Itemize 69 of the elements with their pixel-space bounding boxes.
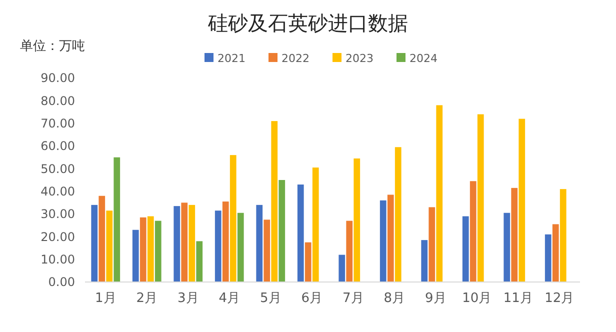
bar	[188, 204, 196, 282]
y-tick-label: 60.00	[40, 139, 75, 154]
bar	[106, 210, 113, 282]
legend-label: 2021	[218, 52, 246, 65]
bar	[256, 204, 263, 282]
bar	[436, 105, 443, 282]
x-tick-label: 8月	[384, 291, 406, 306]
bar	[147, 216, 154, 282]
y-tick-label: 90.00	[40, 71, 75, 86]
bar	[387, 194, 394, 282]
x-tick-label: 2月	[136, 291, 158, 306]
bar	[271, 121, 278, 282]
y-tick-label: 70.00	[40, 116, 75, 131]
bar	[511, 188, 518, 282]
x-tick-label: 12月	[544, 291, 574, 306]
bar	[394, 147, 402, 282]
bar	[237, 212, 244, 282]
bar	[214, 210, 222, 282]
bar	[421, 240, 428, 282]
bar	[470, 181, 476, 282]
bar	[346, 220, 353, 282]
bar	[230, 155, 236, 282]
legend-label: 2024	[410, 52, 438, 65]
bar	[552, 224, 559, 282]
y-tick-label: 30.00	[40, 207, 75, 222]
bar	[132, 230, 139, 282]
y-tick-label: 20.00	[40, 230, 75, 244]
y-tick-label: 80.00	[40, 94, 75, 108]
bar	[140, 217, 146, 282]
chart-title: 硅砂及石英砂进口数据	[207, 11, 408, 35]
bar	[174, 206, 180, 282]
bar	[518, 118, 526, 282]
x-tick-label: 3月	[177, 291, 199, 306]
bar	[98, 196, 106, 282]
x-tick-label: 6月	[301, 291, 323, 306]
bar	[114, 157, 120, 282]
x-tick-label: 7月	[342, 291, 364, 306]
bar	[312, 168, 319, 282]
bar	[154, 220, 162, 282]
bar	[428, 207, 436, 282]
legend-label: 2022	[282, 52, 310, 65]
y-tick-label: 0.00	[48, 275, 75, 290]
bar	[380, 200, 386, 282]
bar	[544, 234, 552, 282]
bar	[304, 242, 312, 282]
x-tick-label: 4月	[218, 291, 240, 306]
text: 单位：万吨	[20, 39, 85, 54]
y-tick-label: 40.00	[40, 184, 75, 199]
bar	[560, 189, 566, 282]
bar	[462, 216, 469, 282]
bar	[278, 180, 286, 282]
x-tick-label: 5月	[260, 291, 282, 306]
x-tick-label: 9月	[424, 291, 446, 306]
x-tick-label: 1月	[94, 291, 116, 306]
x-tick-label: 10月	[462, 291, 492, 306]
y-tick-label: 10.00	[40, 252, 75, 267]
bar	[222, 202, 229, 282]
y-tick-label: 50.00	[40, 162, 75, 176]
bar	[354, 158, 360, 282]
bar	[196, 241, 203, 282]
bar	[297, 184, 304, 282]
bar	[181, 202, 188, 282]
x-tick-label: 11月	[503, 291, 533, 306]
bar	[338, 254, 346, 282]
bar	[264, 220, 270, 282]
bar	[504, 212, 510, 282]
bar	[477, 114, 484, 282]
legend-label: 2023	[346, 52, 374, 65]
bar	[91, 204, 98, 282]
